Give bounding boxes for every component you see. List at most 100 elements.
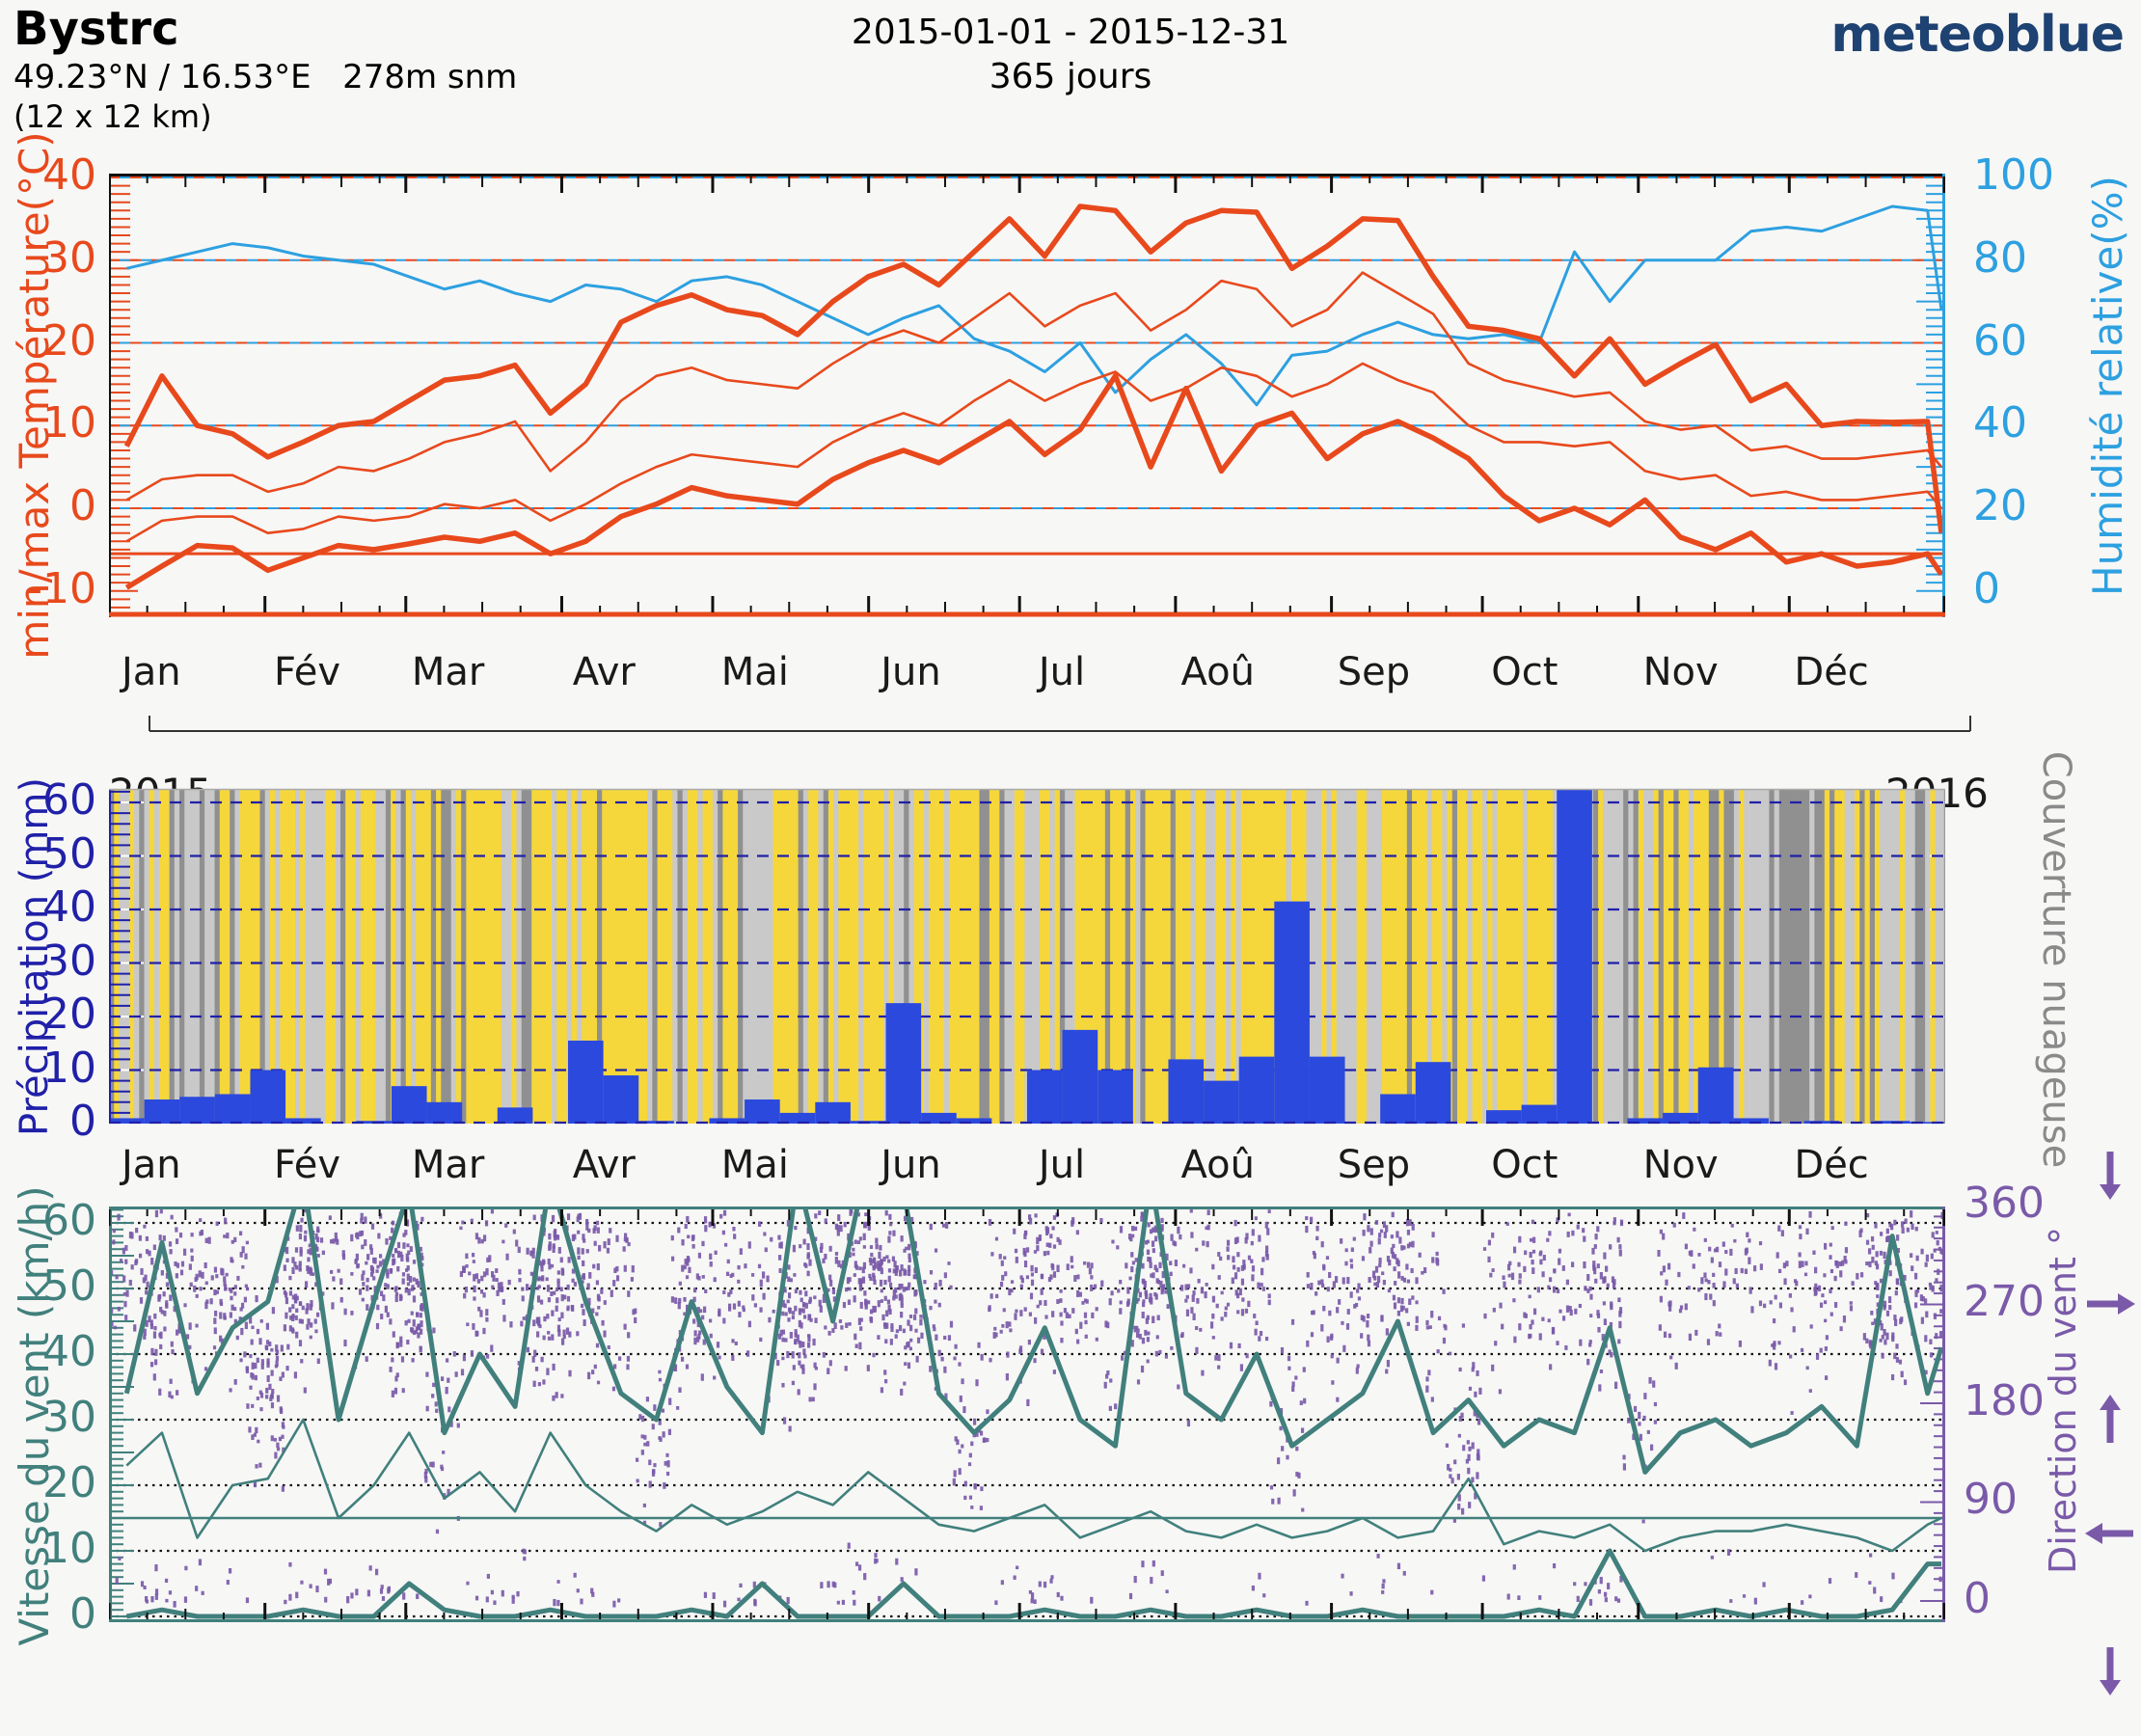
wind-direction-dot (1235, 1292, 1240, 1299)
wind-direction-dot (175, 1227, 178, 1233)
wind-direction-dot (1891, 1572, 1895, 1580)
wind-direction-dot (399, 1336, 403, 1343)
cloud-cover-stripe (1104, 789, 1111, 1124)
wind-direction-dot (603, 1300, 607, 1305)
wind-direction-dot (511, 1596, 515, 1604)
wind-direction-dot (1010, 1288, 1014, 1293)
wind-direction-dot (1173, 1241, 1178, 1247)
wind-direction-dot (1321, 1283, 1325, 1288)
precip-bar (1204, 1080, 1239, 1124)
wind-direction-dot (757, 1263, 762, 1269)
wind-direction-dot (912, 1274, 916, 1280)
wind-direction-dot (377, 1233, 381, 1239)
wind-direction-dot (1125, 1262, 1128, 1269)
wind-direction-dot (386, 1284, 390, 1289)
wind-direction-dot (914, 1328, 918, 1333)
wind-direction-dot (486, 1257, 490, 1262)
wind-direction-dot (375, 1322, 380, 1330)
cloud-cover-stripe (1507, 789, 1513, 1124)
wind-direction-dot (938, 1279, 942, 1287)
month-label: Jan (121, 650, 181, 694)
wind-direction-dot (980, 1353, 984, 1361)
wind-direction-dot (283, 1264, 286, 1271)
wind-direction-dot (1491, 1268, 1495, 1273)
wind-direction-dot (1423, 1266, 1427, 1274)
wind-direction-dot (1160, 1288, 1164, 1295)
wind-direction-dot (1084, 1334, 1088, 1339)
cloud-cover-stripe (1723, 789, 1730, 1124)
wind-direction-dot (1715, 1331, 1719, 1337)
wind-direction-dot (1186, 1419, 1191, 1427)
wind-direction-dot (1095, 1307, 1098, 1312)
wind-direction-dot (1341, 1573, 1344, 1579)
wind-direction-dot (1477, 1418, 1481, 1425)
cloud-cover-stripe (1528, 789, 1533, 1124)
wind-direction-dot (490, 1344, 494, 1352)
wind-direction-dot (1566, 1231, 1570, 1237)
wind-direction-dot (1013, 1575, 1016, 1580)
precip-bar (1627, 1118, 1664, 1124)
cloud-cover-stripe (375, 789, 382, 1124)
wind-direction-dot (1059, 1298, 1063, 1303)
wind-direction-dot (1242, 1260, 1246, 1263)
wind-direction-dot (571, 1234, 576, 1241)
cloud-cover-stripe (1653, 789, 1660, 1124)
wind-direction-dot (1383, 1232, 1387, 1238)
cloud-cover-stripe (174, 789, 180, 1124)
wind-direction-dot (1099, 1217, 1103, 1223)
cloud-cover-stripe (697, 789, 703, 1124)
wind-direction-dot (1376, 1554, 1380, 1559)
wind-direction-dot (1369, 1240, 1373, 1247)
wind-direction-dot (686, 1215, 690, 1223)
wind-direction-dot (867, 1300, 871, 1305)
wind-direction-dot (1146, 1249, 1151, 1256)
wind-direction-dot (1147, 1331, 1151, 1336)
wind-direction-dot (1652, 1380, 1656, 1388)
wind-direction-dot (1362, 1316, 1366, 1322)
wind-direction-dot (648, 1480, 652, 1488)
wind-direction-dot (1076, 1289, 1080, 1297)
wind-direction-dot (304, 1281, 309, 1288)
wind-direction-dot (1291, 1386, 1295, 1392)
cloud-cover-stripe (1226, 789, 1232, 1124)
wind-direction-dot (854, 1343, 858, 1348)
wind-direction-dot (464, 1286, 469, 1293)
wind-direction-dot (1184, 1298, 1188, 1303)
cloud-cover-stripe (436, 789, 442, 1124)
wind-direction-dot (1774, 1363, 1778, 1370)
wind-direction-dot (343, 1308, 347, 1316)
cloud-cover-stripe (420, 789, 427, 1124)
wind-direction-dot (447, 1406, 451, 1413)
cloud-cover-stripe (149, 789, 155, 1124)
wind-direction-dot (163, 1326, 167, 1332)
wind-direction-dot (1777, 1341, 1781, 1345)
wind-direction-dot (1921, 1296, 1925, 1302)
wind-direction-dot (626, 1364, 630, 1370)
wind-direction-dot (423, 1471, 427, 1479)
wind-direction-dot (350, 1234, 354, 1242)
wind-direction-dot (566, 1305, 570, 1310)
wind-direction-dot (1529, 1333, 1532, 1339)
wind-direction-dot (753, 1598, 757, 1606)
wind-direction-dot (1871, 1321, 1875, 1326)
wind-direction-dot (414, 1329, 419, 1335)
wind-direction-dot (972, 1418, 977, 1425)
wind-direction-dot (285, 1312, 288, 1319)
wind-direction-dot (511, 1594, 515, 1599)
wind-direction-dot (1556, 1288, 1560, 1293)
wind-direction-dot (1710, 1555, 1714, 1560)
wind-direction-dot (501, 1298, 505, 1305)
wind-direction-dot (1812, 1250, 1816, 1255)
wind-direction-dot (1880, 1596, 1884, 1603)
wind-direction-dot (1457, 1433, 1461, 1438)
wind-direction-dot (888, 1231, 892, 1235)
wind-direction-dot (915, 1355, 919, 1363)
wind-direction-dot (900, 1283, 904, 1289)
wind-direction-dot (1474, 1391, 1477, 1397)
wind-direction-dot (1814, 1266, 1818, 1274)
wind-direction-dot (138, 1234, 142, 1241)
wind-direction-dot (1058, 1239, 1062, 1245)
wind-direction-dot (406, 1243, 410, 1248)
wind-direction-dot (1240, 1309, 1245, 1316)
wind-direction-dot (1693, 1227, 1696, 1232)
